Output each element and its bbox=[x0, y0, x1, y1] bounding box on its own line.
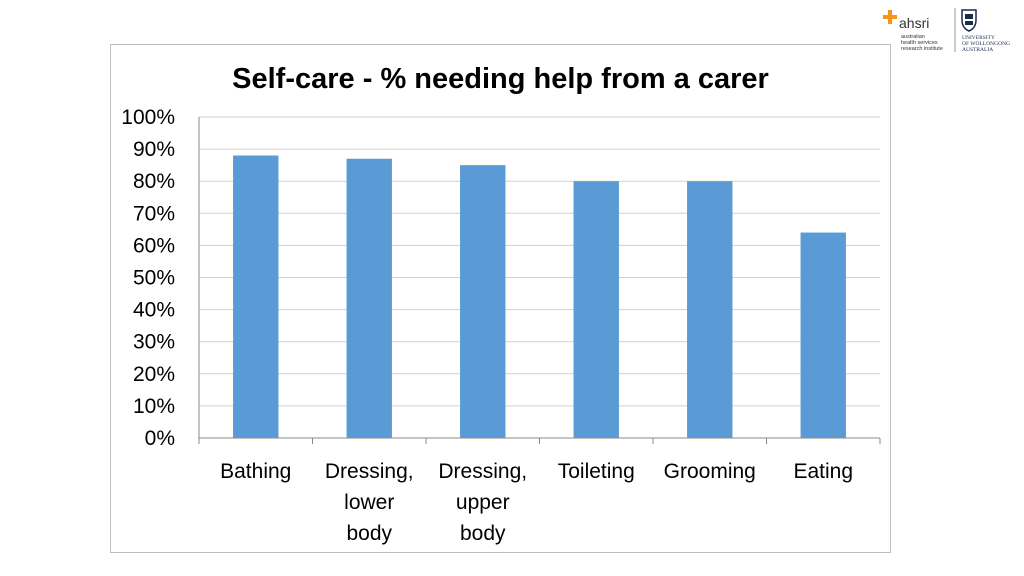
y-tick-label: 60% bbox=[133, 234, 175, 257]
x-tick-label: Dressing, upper body bbox=[438, 460, 527, 545]
bar bbox=[460, 165, 506, 438]
y-tick-label: 70% bbox=[133, 202, 175, 225]
uow-name-line-3: AUSTRALIA bbox=[962, 47, 993, 53]
y-tick-label: 90% bbox=[133, 138, 175, 161]
ahsri-sub-line-2: health services bbox=[901, 40, 938, 46]
y-tick-label: 30% bbox=[133, 331, 175, 354]
y-tick-label: 100% bbox=[121, 106, 175, 129]
x-tick-label: Bathing bbox=[220, 460, 291, 483]
y-tick-label: 50% bbox=[133, 267, 175, 290]
chart-frame: Self-care - % needing help from a carer … bbox=[110, 44, 891, 553]
y-tick-label: 10% bbox=[133, 395, 175, 418]
ahsri-sub-line-3: research institute bbox=[901, 46, 943, 52]
uow-name-line-1: UNIVERSITY bbox=[962, 35, 995, 41]
ahsri-logo-icon bbox=[883, 10, 897, 24]
logos: ahsri australian health services researc… bbox=[883, 8, 1010, 53]
uow-name-line-2: OF WOLLONGONG bbox=[962, 41, 1010, 47]
y-tick-label: 0% bbox=[145, 427, 175, 450]
chart-title: Self-care - % needing help from a carer bbox=[232, 63, 769, 95]
y-tick-label: 20% bbox=[133, 363, 175, 386]
ahsri-name: ahsri bbox=[899, 15, 929, 31]
uow-crest-icon bbox=[961, 9, 977, 32]
bar bbox=[346, 158, 392, 438]
bar bbox=[800, 232, 846, 438]
x-tick-label: Grooming bbox=[664, 460, 756, 483]
bar-chart: 0% 10% 20% 30% 40% 50% 60% 70% 80% 90% 100% Bathing… bbox=[121, 106, 881, 545]
x-tick-label: Eating bbox=[793, 460, 853, 483]
x-tick-label: Toileting bbox=[558, 460, 635, 483]
bar bbox=[233, 155, 279, 438]
x-tick-label: Dressing, lower body bbox=[325, 460, 414, 545]
bar bbox=[573, 181, 619, 438]
bar bbox=[687, 181, 733, 438]
ahsri-sub-line-1: australian bbox=[901, 34, 925, 40]
y-tick-label: 40% bbox=[133, 299, 175, 322]
y-tick-label: 80% bbox=[133, 170, 175, 193]
